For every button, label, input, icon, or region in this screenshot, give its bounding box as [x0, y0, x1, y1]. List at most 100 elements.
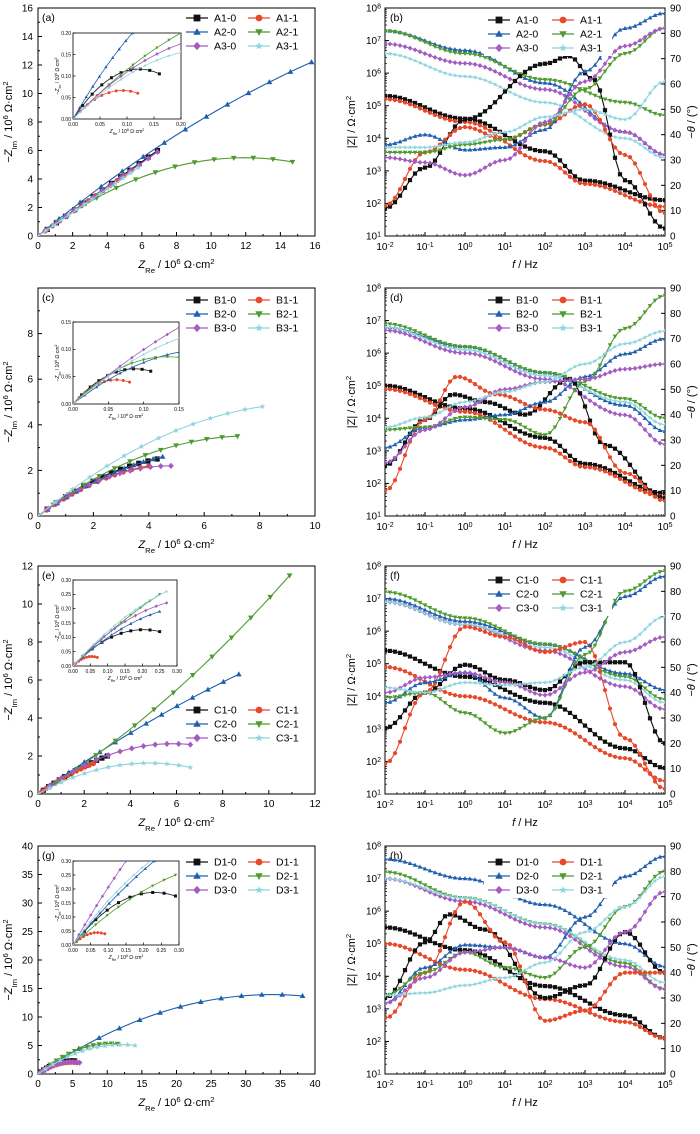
data-point — [487, 699, 493, 705]
data-point — [397, 450, 403, 456]
data-point — [472, 877, 478, 882]
data-point — [552, 376, 558, 382]
tick-base: 10 — [366, 939, 378, 950]
data-point — [392, 992, 398, 998]
data-point — [552, 371, 558, 377]
data-point — [492, 702, 498, 707]
data-point — [417, 680, 423, 685]
data-point — [522, 74, 528, 79]
inset-y-tick-label: 0.10 — [61, 635, 71, 641]
data-point — [577, 464, 583, 469]
inset-data-point — [138, 617, 143, 621]
data-point — [612, 744, 618, 749]
inset-data-point — [73, 943, 75, 945]
x-tick-label: 105 — [657, 800, 672, 812]
tick-exp: 3 — [589, 242, 593, 249]
legend-marker — [495, 872, 503, 879]
data-point — [412, 331, 418, 337]
data-point — [592, 745, 598, 750]
data-point — [140, 743, 147, 750]
data-point — [627, 942, 633, 947]
y2-tick-label: 50 — [670, 385, 682, 396]
data-point — [392, 857, 398, 862]
legend-item: B1-0 — [488, 295, 538, 307]
inset-data-point — [116, 905, 121, 909]
data-point — [507, 144, 513, 149]
legend-item: B1-0 — [186, 295, 236, 307]
data-point — [642, 410, 648, 416]
data-point — [627, 350, 633, 355]
data-point — [397, 388, 403, 393]
data-point — [597, 676, 603, 682]
data-point — [532, 974, 538, 979]
legend-marker — [559, 43, 567, 52]
inset-data-point — [149, 861, 152, 863]
data-point — [562, 377, 568, 383]
data-point — [462, 622, 468, 627]
data-point — [567, 649, 573, 654]
data-point — [502, 129, 508, 135]
data-point — [442, 612, 448, 617]
data-point — [517, 133, 523, 138]
data-point — [452, 983, 458, 989]
data-point — [387, 324, 393, 330]
data-point — [552, 439, 558, 444]
label-part: 2 — [344, 654, 353, 658]
tick-base: 10 — [366, 166, 378, 177]
data-point — [617, 402, 623, 407]
series-line-B1-1 — [38, 465, 149, 516]
data-point — [527, 922, 533, 928]
data-point — [407, 332, 413, 338]
data-point — [552, 385, 558, 390]
data-point — [457, 172, 463, 178]
data-point — [562, 672, 568, 677]
inset-data-point — [105, 908, 109, 912]
legend-marker — [255, 873, 263, 880]
data-point — [627, 663, 633, 668]
data-point — [612, 669, 618, 675]
data-point — [607, 647, 613, 652]
data-point — [422, 661, 428, 666]
tick-exp: -2 — [387, 800, 393, 807]
label-part: / (°) — [686, 385, 698, 406]
legend-marker — [559, 591, 567, 598]
tick-exp: 5 — [377, 939, 381, 946]
tick-base: 10 — [366, 972, 378, 983]
data-point — [417, 336, 423, 343]
data-point — [657, 151, 663, 157]
data-point — [522, 638, 528, 643]
data-point — [412, 689, 418, 694]
label-part: Z — [55, 915, 61, 920]
data-point — [517, 636, 523, 641]
inset-data-point — [83, 105, 87, 110]
data-point — [557, 416, 563, 421]
data-point — [507, 985, 513, 990]
data-point — [477, 146, 483, 151]
data-point — [497, 158, 503, 164]
data-point — [612, 48, 618, 54]
data-point — [612, 334, 618, 339]
legend-item: A2-0 — [186, 27, 236, 39]
data-point — [522, 405, 528, 411]
inset-data-point — [89, 913, 93, 917]
data-point — [392, 687, 398, 693]
y-tick-label: 105 — [366, 659, 381, 671]
data-point — [612, 145, 618, 150]
legend-label: D2-0 — [516, 871, 539, 883]
data-point — [407, 692, 413, 697]
data-point — [497, 94, 503, 100]
legend-item: D3-1 — [248, 885, 299, 897]
data-point — [422, 866, 428, 871]
data-point — [552, 721, 558, 726]
data-point — [452, 621, 458, 626]
data-point — [242, 406, 249, 413]
data-point — [467, 670, 473, 676]
inset-data-point — [153, 346, 158, 350]
inset-data-point — [112, 623, 117, 627]
data-point — [617, 683, 623, 689]
y2-tick-label: 20 — [670, 181, 682, 192]
data-point — [567, 366, 573, 372]
data-point — [432, 929, 438, 935]
data-point — [112, 180, 119, 186]
data-point — [572, 457, 578, 463]
